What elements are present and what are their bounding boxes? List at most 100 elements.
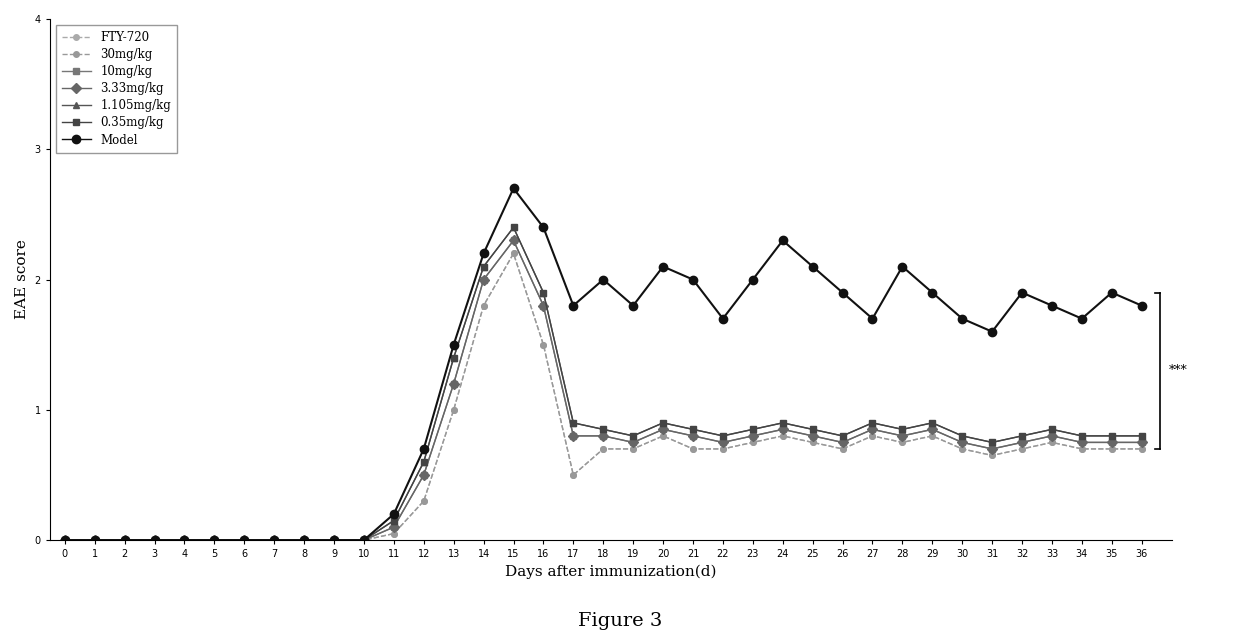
1.105mg/kg [237,537,252,544]
Model [626,302,641,310]
30mg/kg [775,432,790,440]
1.105mg/kg [925,419,940,427]
FTY-720 [446,406,461,413]
Line: FTY-720: FTY-720 [62,251,1145,543]
10mg/kg [296,537,311,544]
0.35mg/kg [1135,432,1149,440]
3.33mg/kg [686,432,701,440]
0.35mg/kg [207,537,222,544]
1.105mg/kg [985,439,999,446]
3.33mg/kg [626,439,641,446]
10mg/kg [565,432,580,440]
0.35mg/kg [446,354,461,362]
30mg/kg [715,445,730,453]
30mg/kg [1014,445,1029,453]
10mg/kg [57,537,72,544]
3.33mg/kg [148,537,162,544]
30mg/kg [117,537,131,544]
10mg/kg [446,380,461,387]
3.33mg/kg [866,425,880,433]
Model [895,263,910,270]
1.105mg/kg [565,419,580,427]
Model [955,315,970,322]
0.35mg/kg [715,432,730,440]
30mg/kg [1074,445,1089,453]
30mg/kg [805,439,820,446]
0.35mg/kg [476,263,491,270]
X-axis label: Days after immunization(d): Days after immunization(d) [505,564,717,579]
10mg/kg [1105,439,1120,446]
0.35mg/kg [985,439,999,446]
FTY-720 [1135,445,1149,453]
10mg/kg [715,439,730,446]
1.105mg/kg [595,425,610,433]
FTY-720 [1105,445,1120,453]
30mg/kg [237,537,252,544]
3.33mg/kg [476,276,491,283]
3.33mg/kg [895,432,910,440]
30mg/kg [296,537,311,544]
30mg/kg [626,445,641,453]
FTY-720 [745,439,760,446]
30mg/kg [417,497,432,505]
Y-axis label: EAE score: EAE score [15,240,29,320]
Model [1105,289,1120,296]
30mg/kg [745,439,760,446]
Model [536,224,551,231]
0.35mg/kg [387,517,402,525]
30mg/kg [895,439,910,446]
1.105mg/kg [1105,432,1120,440]
Model [565,302,580,310]
10mg/kg [745,432,760,440]
FTY-720 [237,537,252,544]
30mg/kg [656,432,671,440]
3.33mg/kg [835,439,849,446]
3.33mg/kg [1105,439,1120,446]
30mg/kg [326,537,341,544]
10mg/kg [686,432,701,440]
10mg/kg [177,537,192,544]
Model [356,537,371,544]
3.33mg/kg [715,439,730,446]
FTY-720 [1014,445,1029,453]
Model [805,263,820,270]
30mg/kg [595,445,610,453]
1.105mg/kg [417,458,432,466]
1.105mg/kg [1074,432,1089,440]
0.35mg/kg [326,537,341,544]
10mg/kg [87,537,102,544]
Model [267,537,281,544]
Model [1135,302,1149,310]
Model [715,315,730,322]
0.35mg/kg [1014,432,1029,440]
10mg/kg [955,439,970,446]
3.33mg/kg [1014,439,1029,446]
1.105mg/kg [745,425,760,433]
Text: Figure 3: Figure 3 [578,612,662,629]
10mg/kg [805,432,820,440]
FTY-720 [656,432,671,440]
1.105mg/kg [626,432,641,440]
10mg/kg [536,302,551,310]
Model [237,537,252,544]
30mg/kg [148,537,162,544]
0.35mg/kg [895,425,910,433]
FTY-720 [356,537,371,544]
Model [835,289,849,296]
0.35mg/kg [1044,425,1059,433]
1.105mg/kg [506,224,521,231]
10mg/kg [207,537,222,544]
10mg/kg [237,537,252,544]
10mg/kg [387,523,402,531]
3.33mg/kg [565,432,580,440]
1.105mg/kg [267,537,281,544]
10mg/kg [476,276,491,283]
30mg/kg [565,471,580,479]
30mg/kg [267,537,281,544]
3.33mg/kg [1044,432,1059,440]
30mg/kg [356,537,371,544]
Model [387,510,402,518]
3.33mg/kg [417,471,432,479]
1.105mg/kg [387,517,402,525]
1.105mg/kg [895,425,910,433]
